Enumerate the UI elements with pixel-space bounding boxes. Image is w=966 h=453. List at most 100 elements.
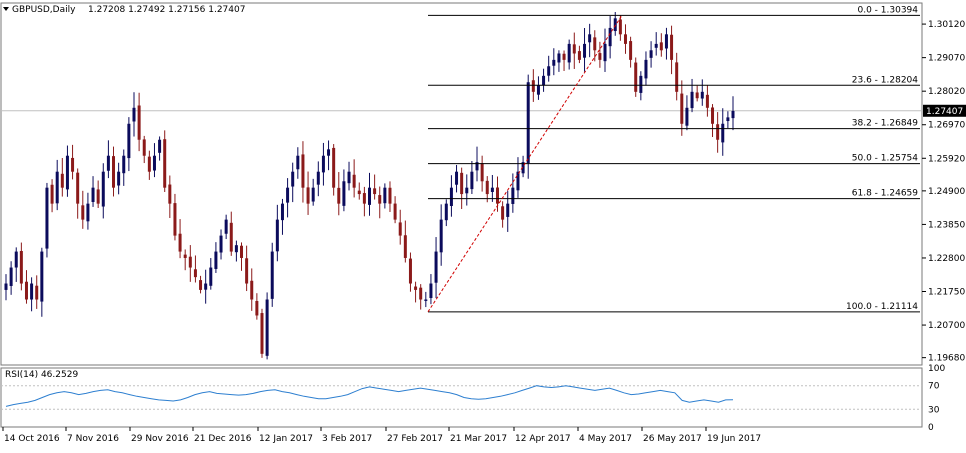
candle-body (618, 19, 622, 35)
candle-body (378, 195, 382, 204)
candle-body (449, 187, 453, 206)
x-tick-label: 12 Apr 2017 (515, 434, 571, 444)
candle-body (434, 251, 438, 283)
candle-body (598, 53, 602, 60)
candle-body (583, 43, 587, 58)
candle-body (460, 172, 464, 195)
fib-level-label: 61.8 - 1.24659 (852, 189, 918, 199)
candle-body (316, 171, 320, 185)
y-tick-label: 1.29070 (928, 54, 965, 64)
candle-body (321, 155, 325, 173)
candle-body (403, 235, 407, 258)
y-tick-label: 1.24900 (928, 187, 965, 197)
candle-body (224, 219, 228, 234)
candle-body (86, 203, 90, 222)
candle-body (76, 172, 80, 204)
candle-body (511, 187, 515, 204)
candle-body (485, 180, 489, 195)
candle-body (311, 187, 315, 202)
candle-body (536, 85, 540, 95)
x-tick-label: 29 Nov 2016 (131, 434, 189, 444)
candle-body (542, 75, 546, 86)
candle-body (229, 222, 233, 252)
candle-body (19, 251, 23, 284)
candle-body (362, 193, 366, 204)
candle-body (163, 139, 167, 188)
candle-body (81, 205, 85, 220)
candle-body (659, 42, 663, 51)
candle-body (649, 50, 653, 58)
candle-body (521, 162, 525, 174)
candle-body (60, 173, 64, 188)
candle-body (455, 171, 459, 185)
candle-body (506, 203, 510, 217)
triangle-down-icon[interactable] (3, 7, 9, 11)
candle-body (14, 251, 18, 268)
candle-body (168, 184, 172, 204)
fib-level-label: 50.0 - 1.25754 (852, 154, 918, 164)
fib-level-label: 100.0 - 1.21114 (846, 302, 918, 312)
candle-body (531, 80, 535, 92)
candle-body (644, 59, 648, 79)
candle-body (265, 299, 269, 356)
rsi-indicator: 100 70 30 0 (1, 364, 945, 433)
candle-body (255, 300, 259, 316)
candle-body (188, 256, 192, 268)
x-tick-label: 4 May 2017 (579, 434, 632, 444)
fib-level-label: 38.2 - 1.26849 (852, 119, 918, 129)
candle-body (577, 51, 581, 60)
candle-body (65, 155, 69, 190)
candle-body (50, 184, 54, 204)
candles (4, 12, 735, 360)
candle-body (147, 156, 151, 172)
candle-body (690, 91, 694, 109)
candle-body (721, 123, 725, 143)
candle-body (183, 254, 187, 258)
candle-body (40, 251, 44, 302)
candle-body (209, 267, 213, 286)
x-tick-label: 14 Oct 2016 (4, 434, 60, 444)
rsi-scale-label: 100 (928, 364, 945, 374)
candle-body (383, 187, 387, 204)
candle-body (127, 123, 131, 159)
candle-body (291, 171, 295, 187)
candle-body (588, 34, 592, 43)
ohlc-label: 1.27208 1.27492 1.27156 1.27407 (88, 5, 245, 15)
y-tick-label: 1.19680 (928, 354, 965, 364)
candle-body (24, 281, 28, 300)
candle-body (199, 280, 203, 290)
price-panel-frame (0, 2, 923, 366)
candle-body (470, 171, 474, 190)
candle-body (705, 94, 709, 108)
candle-body (516, 171, 520, 191)
candle-body (96, 189, 100, 204)
candle-body (475, 162, 479, 171)
rsi-line (5, 385, 734, 407)
candle-body (280, 203, 284, 221)
y-tick-label: 1.20700 (928, 321, 965, 331)
candle-body (680, 93, 684, 124)
candle-body (629, 41, 633, 60)
candle-body (35, 285, 39, 300)
candle-body (352, 174, 356, 188)
candle-body (112, 156, 116, 188)
candle-body (332, 147, 336, 188)
candle-body (137, 105, 141, 140)
symbol-label: GBPUSD,Daily (12, 5, 76, 15)
candle-body (603, 43, 607, 62)
candle-body (439, 219, 443, 253)
candle-body (495, 187, 499, 204)
y-tick-label: 1.28020 (928, 87, 965, 97)
candle-body (634, 62, 638, 92)
x-tick-label: 12 Jan 2017 (259, 434, 313, 444)
fib-trendline (427, 15, 623, 313)
candle-body (347, 171, 351, 184)
candle-body (700, 91, 704, 99)
y-tick-label: 1.22800 (928, 254, 965, 264)
candle-body (593, 37, 597, 51)
candle-body (424, 299, 428, 301)
candle-body (152, 155, 156, 171)
candle-body (664, 34, 668, 49)
candle-body (398, 222, 402, 236)
